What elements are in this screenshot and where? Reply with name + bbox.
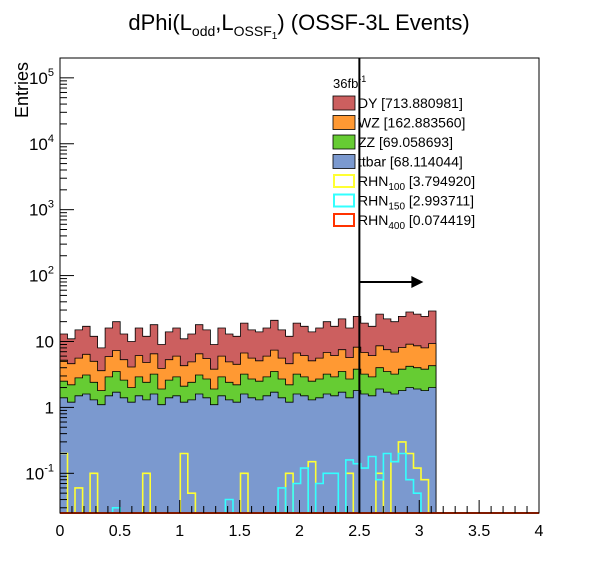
legend-item-dy: DY [713.880981] bbox=[332, 95, 463, 111]
chart-title: dPhi(Lodd,LOSSF1) (OSSF-3L Events) bbox=[128, 10, 469, 42]
title-sub-ossf: OSSF bbox=[234, 23, 272, 39]
x-tick-label: 0 bbox=[56, 523, 65, 540]
legend-swatch bbox=[333, 213, 355, 227]
x-tick-label: 1 bbox=[175, 523, 184, 540]
x-tick-label: 3.5 bbox=[468, 523, 490, 540]
x-tick-label: 3 bbox=[415, 523, 424, 540]
x-tick-label: 0.5 bbox=[109, 523, 131, 540]
title-main: dPhi(L bbox=[128, 10, 192, 35]
title-sub-1: 1 bbox=[272, 31, 278, 42]
legend-item-rhn100: RHN100 [3.794920] bbox=[333, 173, 475, 193]
y-axis-label: Entries bbox=[12, 62, 32, 118]
x-tick-label: 4 bbox=[535, 523, 544, 540]
title-end: ) (OSSF-3L Events) bbox=[277, 10, 469, 35]
legend-label: DY [713.880981] bbox=[358, 95, 463, 111]
x-tick-label: 2 bbox=[295, 523, 304, 540]
legend-item-zz: ZZ [69.058693] bbox=[332, 134, 453, 150]
histogram-ttbar bbox=[59, 387, 437, 514]
legend-item-ttbar: ttbar [68.114044] bbox=[332, 154, 463, 170]
legend-label: RHN400 [0.074419] bbox=[358, 212, 475, 232]
legend-label: WZ [162.883560] bbox=[358, 115, 465, 131]
cut-marker bbox=[358, 58, 424, 513]
legend-swatch bbox=[332, 115, 356, 130]
y-tick-label: 103 bbox=[29, 199, 54, 220]
legend-label: ttbar [68.114044] bbox=[358, 154, 463, 170]
legend-swatch bbox=[333, 174, 355, 188]
y-tick-label: 105 bbox=[29, 67, 54, 88]
cut-arrow-head bbox=[411, 275, 424, 288]
legend-swatch bbox=[332, 95, 356, 111]
x-tick-label: 2.5 bbox=[348, 523, 370, 540]
y-tick-label: 10-1 bbox=[25, 462, 54, 483]
legend-swatch bbox=[332, 134, 356, 150]
title-sub-odd: odd bbox=[192, 23, 215, 39]
legend: 36fb-1 DY [713.880981] WZ [162.883560] ZZ … bbox=[332, 74, 475, 232]
title-mid: ,L bbox=[215, 10, 233, 35]
legend-label: ZZ [69.058693] bbox=[358, 134, 453, 150]
legend-item-rhn150: RHN150 [2.993711] bbox=[333, 193, 474, 213]
lumi-label: 36fb-1 bbox=[333, 74, 366, 91]
stacked-histograms bbox=[59, 310, 437, 514]
axes: 0 0.5 1 1.5 2 2.5 3 3.5 4 10-1 1 10 102 103 104 105 bbox=[25, 57, 544, 540]
lumi-text: 36fb bbox=[333, 76, 358, 91]
y-tick-label: 104 bbox=[29, 133, 54, 154]
y-tick-label: 1 bbox=[45, 398, 54, 417]
y-tick-label: 102 bbox=[29, 265, 54, 286]
x-tick-label: 1.5 bbox=[229, 523, 251, 540]
legend-item-rhn400: RHN400 [0.074419] bbox=[333, 212, 475, 232]
legend-item-wz: WZ [162.883560] bbox=[332, 115, 465, 131]
lumi-sup: -1 bbox=[358, 74, 366, 84]
legend-swatch bbox=[332, 154, 356, 169]
y-tick-label: 10 bbox=[35, 332, 54, 351]
legend-swatch bbox=[333, 193, 355, 208]
legend-label: RHN100 [3.794920] bbox=[358, 173, 475, 193]
legend-label: RHN150 [2.993711] bbox=[358, 193, 474, 213]
